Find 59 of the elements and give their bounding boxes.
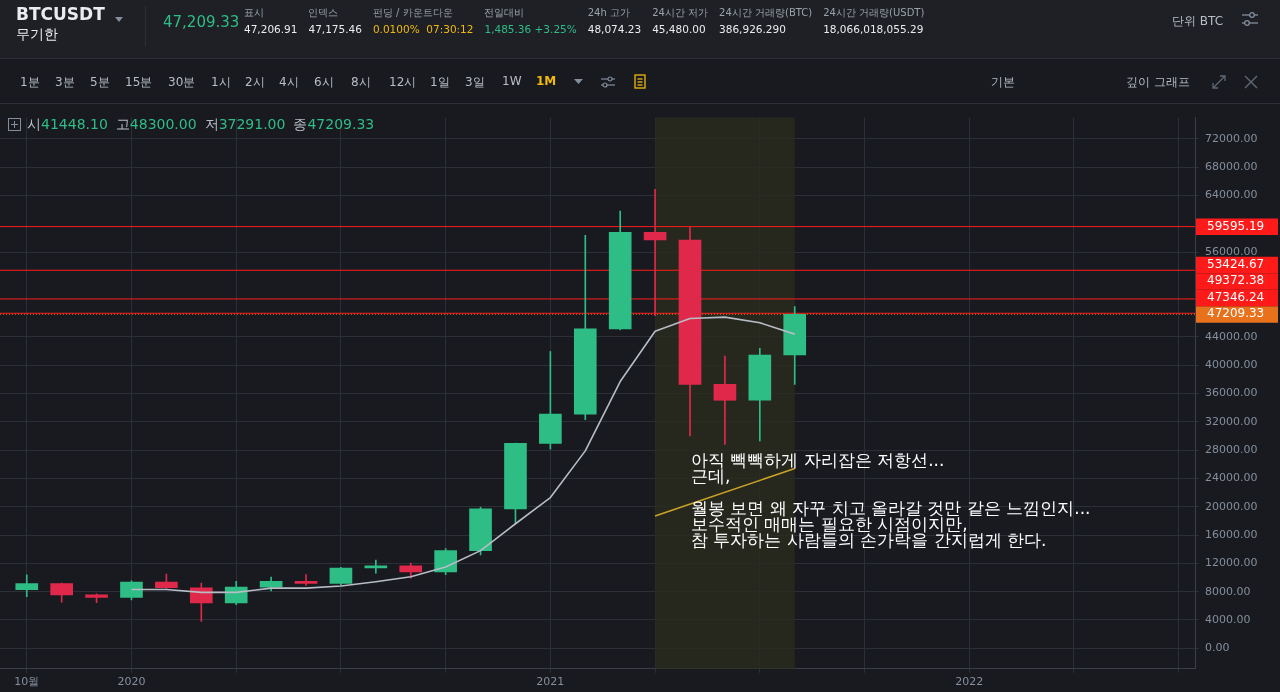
text: 1일: [430, 74, 450, 91]
y-tick-label: 8000.00: [1205, 584, 1251, 598]
text: 3일: [465, 74, 485, 91]
candlestick: [294, 574, 318, 586]
text: 깊이 그래프: [1126, 74, 1190, 91]
text: 기본: [991, 74, 1015, 91]
text: 24시간 거래량(BTC) 386,926.290: [719, 6, 813, 37]
text: 24시간 거래량(USDT) 18,066,018,055.29: [823, 6, 925, 37]
y-tick-label: 24000.00: [1205, 471, 1258, 485]
x-tick-label: 2021: [536, 675, 565, 689]
y-tick-label: 40000.00: [1205, 358, 1258, 372]
text: 단위 BTC: [1172, 13, 1224, 30]
y-tick-label: 56000.00: [1205, 244, 1258, 258]
chart-title: BTCUSDT: [16, 4, 105, 24]
chart-subtitle: 무기한: [16, 26, 58, 44]
y-tick-label: 68000.00: [1205, 159, 1258, 173]
annotation: 아직 빽빽하게 자리잡은 저항선... 근데, 월봉 보면 왜 자꾸 치고 올라갈 것만 같은 느낌인지... 보수적인 매매는 필요한 시점이지만, 참 투자하는 사람들의 손가락을 간지럽게 한다.: [691, 450, 1091, 550]
y-tick-label: 44000.00: [1205, 329, 1258, 343]
text: 3분: [55, 74, 75, 91]
text: 4시: [279, 74, 299, 91]
text: 1분: [20, 74, 40, 91]
text: 30분: [168, 74, 196, 91]
y-tick-label: 12000.00: [1205, 556, 1258, 570]
text: 24h 고가 48,074.23: [587, 6, 642, 37]
ref-line-label: 47346.24: [1207, 289, 1265, 304]
x-tick-label: 2022: [955, 675, 984, 689]
text: 6시: [314, 74, 334, 91]
y-tick-label: 36000.00: [1205, 386, 1258, 400]
text: 1시: [211, 74, 231, 91]
text: 15분: [125, 74, 153, 91]
candlestick: [643, 189, 667, 317]
text: 8시: [351, 74, 371, 91]
text: 표시 47,206.91: [244, 6, 298, 37]
ref-line-label: 47209.33: [1207, 306, 1265, 321]
text: 1W: [502, 74, 522, 88]
text: 5분: [90, 74, 110, 91]
annotation: 시41448.10 고48300.00 저37291.00 종47209.33: [27, 116, 375, 132]
text: 12시: [389, 74, 417, 91]
y-tick-label: 72000.00: [1205, 131, 1258, 145]
text: 인덱스 47,175.46: [308, 6, 362, 37]
y-tick-label: 16000.00: [1205, 527, 1258, 541]
text: 24시간 저가 45,480.00: [652, 6, 709, 37]
y-tick-label: 4000.00: [1205, 612, 1251, 626]
text: 47,209.33: [163, 13, 240, 31]
ref-line-label: 59595.19: [1207, 218, 1265, 233]
text: 1M: [536, 74, 557, 88]
ref-line-label: 49372.38: [1207, 273, 1265, 288]
text: 펀딩 / 카운트다운 0.0100% 07:30:12: [372, 6, 474, 37]
x-tick-label: 2020: [117, 675, 146, 689]
ref-line-label: 53424.67: [1207, 256, 1265, 271]
y-tick-label: 28000.00: [1205, 443, 1258, 457]
y-tick-label: 0.00: [1205, 641, 1230, 655]
y-tick-label: 20000.00: [1205, 499, 1258, 513]
text: 2시: [245, 74, 265, 91]
x-tick-label: 10월: [14, 675, 40, 689]
text: 전일대비 1,485.36 +3.25%: [484, 6, 577, 37]
candlestick: [713, 355, 737, 445]
y-tick-label: 64000.00: [1205, 188, 1258, 202]
y-tick-label: 32000.00: [1205, 414, 1258, 428]
